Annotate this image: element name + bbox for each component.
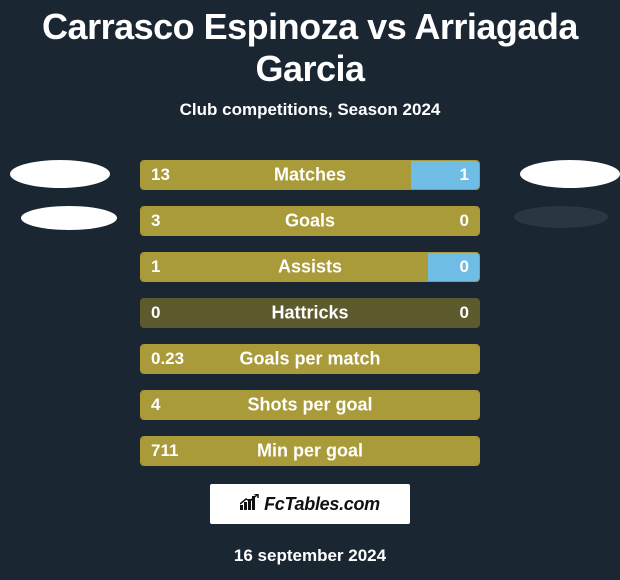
stat-value-left: 0 [151, 303, 160, 323]
stat-row: 30Goals [140, 206, 480, 236]
stat-label: Hattricks [141, 303, 479, 324]
stat-value-right: 0 [460, 303, 469, 323]
branding-text: FcTables.com [264, 494, 380, 515]
stat-bar-left [141, 207, 479, 235]
branding-badge: FcTables.com [210, 484, 410, 524]
stat-row: 711Min per goal [140, 436, 480, 466]
stat-bar-left [141, 437, 479, 465]
stat-bar-left [141, 345, 479, 373]
stat-bar-left [141, 161, 411, 189]
comparison-title: Carrasco Espinoza vs Arriagada Garcia [0, 0, 620, 90]
avatar-player1-club [21, 206, 117, 230]
stat-row: 4Shots per goal [140, 390, 480, 420]
stat-bar-right [411, 161, 479, 189]
comparison-subtitle: Club competitions, Season 2024 [0, 100, 620, 120]
comparison-date: 16 september 2024 [0, 546, 620, 566]
stat-bar-left [141, 253, 428, 281]
stat-bars-container: 131Matches 30Goals 10Assists 0 0Hattricks 0.2… [140, 160, 480, 466]
stat-row: 0 0Hattricks [140, 298, 480, 328]
stats-area: 131Matches 30Goals 10Assists 0 0Hattricks 0.2… [0, 160, 620, 466]
stat-row: 131Matches [140, 160, 480, 190]
avatar-player2-photo [520, 160, 620, 188]
chart-growth-icon [240, 494, 260, 515]
stat-bar-left [141, 391, 479, 419]
avatar-player1-photo [10, 160, 110, 188]
avatar-player2-club [514, 206, 608, 228]
stat-row: 10Assists [140, 252, 480, 282]
stat-bar-right [428, 253, 479, 281]
stat-row: 0.23Goals per match [140, 344, 480, 374]
